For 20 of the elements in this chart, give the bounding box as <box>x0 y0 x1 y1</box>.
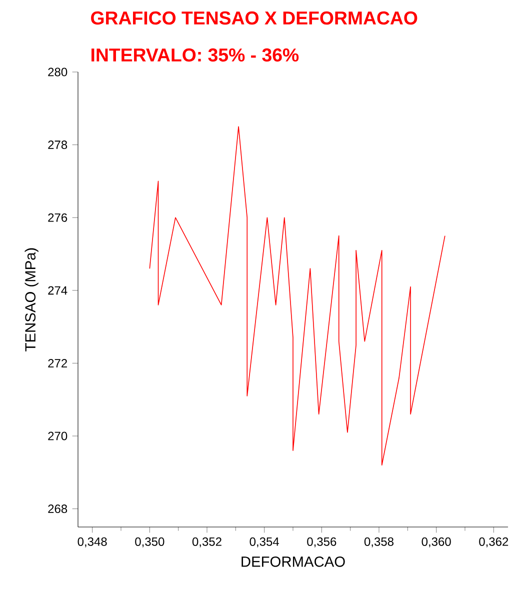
line-series <box>149 126 446 466</box>
y-tick-label: 270 <box>48 432 68 440</box>
x-tick-label: 0,354 <box>250 537 279 548</box>
x-tick-label: 0,362 <box>479 537 508 548</box>
x-tick-label: 0,350 <box>135 537 164 548</box>
x-tick-label: 0,348 <box>78 537 107 548</box>
x-tick-label: 0,352 <box>192 537 222 548</box>
y-tick-label: 272 <box>48 359 67 368</box>
y-axis-title: TENSAO (MPa) <box>24 248 38 352</box>
x-tick-label: 0,358 <box>364 537 394 548</box>
y-tick-label: 274 <box>48 286 68 295</box>
chart-subtitle: INTERVALO: 35% - 36% <box>92 48 299 62</box>
y-tick-label: 280 <box>48 68 68 76</box>
chart-title: GRAFICO TENSAO X DEFORMACAO <box>91 11 418 25</box>
x-axis-title: DEFORMACAO <box>242 556 345 567</box>
y-tick-label: 276 <box>48 213 68 222</box>
x-tick-label: 0,356 <box>307 537 336 548</box>
y-tick-label: 268 <box>48 504 68 514</box>
x-tick-label: 0,360 <box>422 537 451 548</box>
y-tick-label: 278 <box>48 140 68 150</box>
